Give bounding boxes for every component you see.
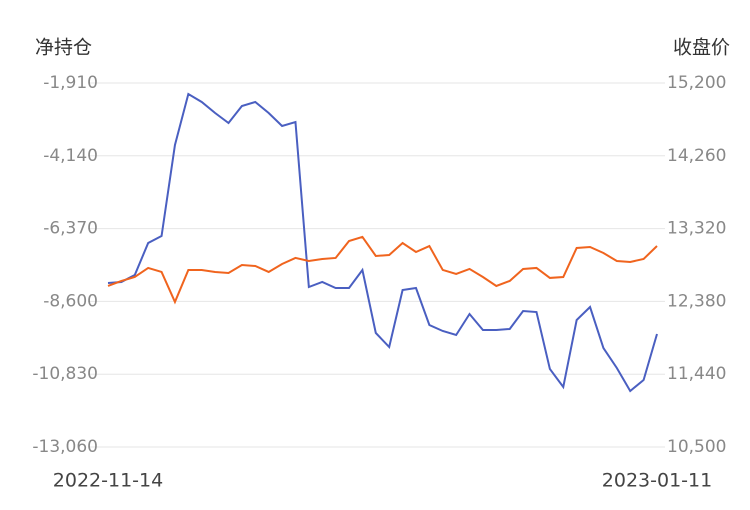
y-tick-label: -13,060 xyxy=(32,437,98,457)
x-tick-label: 2022-11-14 xyxy=(53,470,163,492)
y-axis-title: 净持仓 xyxy=(35,37,92,59)
y2-axis-title: 收盘价 xyxy=(673,37,730,59)
y2-tick-label: 14,260 xyxy=(667,146,726,166)
y2-tick-label: 15,200 xyxy=(667,73,726,93)
y-tick-label: -10,830 xyxy=(32,364,98,384)
series-line xyxy=(107,235,658,305)
y-tick-label: -8,600 xyxy=(43,291,98,311)
series-line xyxy=(107,92,658,393)
y2-tick-label: 10,500 xyxy=(667,437,726,457)
y2-tick-label: 13,320 xyxy=(667,219,726,239)
x-tick-label: 2023-01-11 xyxy=(602,470,712,492)
y-tick-label: -4,140 xyxy=(43,146,98,166)
y2-tick-label: 12,380 xyxy=(667,291,726,311)
y2-tick-label: 11,440 xyxy=(667,364,726,384)
y-tick-label: -1,910 xyxy=(43,73,98,93)
y-tick-label: -6,370 xyxy=(43,219,98,239)
